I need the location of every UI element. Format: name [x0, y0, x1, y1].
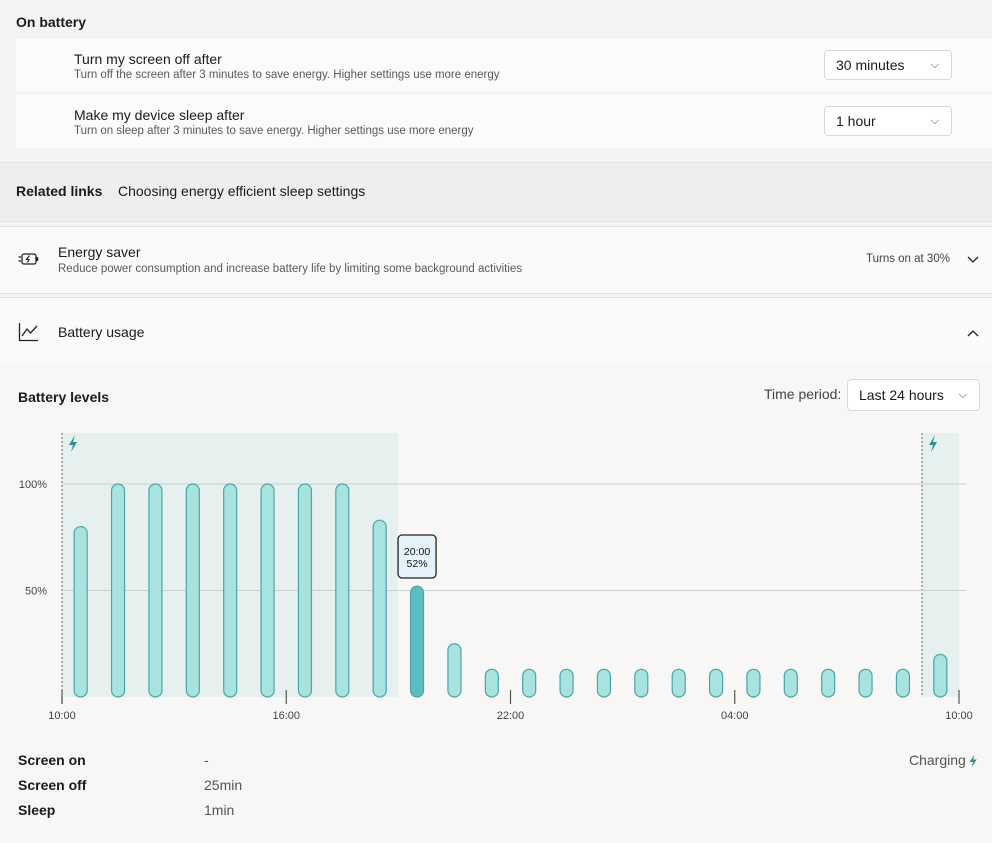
battery-bar [297, 483, 313, 698]
stat-value-screen-off: 25min [204, 777, 243, 793]
x-tick-label: 04:00 [721, 710, 749, 722]
related-links-label: Related links [16, 183, 103, 199]
line-chart-icon [18, 322, 40, 347]
energy-saver-desc: Reduce power consumption and increase ba… [58, 263, 523, 275]
battery-bar [895, 668, 911, 698]
battery-bar [708, 668, 724, 698]
lightning-bolt-icon [929, 435, 937, 452]
battery-bar [260, 483, 275, 698]
battery-bar [821, 668, 836, 698]
battery-bar [559, 668, 574, 698]
chevron-down-icon: ⌵ [958, 389, 967, 401]
lightning-bolt-icon [69, 435, 77, 452]
screen-off-setting: Turn my screen off after Turn off the sc… [16, 39, 992, 92]
y-tick-label: 100% [19, 479, 47, 491]
battery-bar [522, 668, 537, 698]
battery-usage-title: Battery usage [58, 324, 145, 340]
battery-bar [858, 668, 873, 698]
chevron-down-icon: ⌵ [930, 115, 939, 127]
x-tick-label: 22:00 [497, 710, 525, 722]
battery-bar [746, 668, 761, 698]
battery-bar [447, 643, 462, 698]
sleep-desc: Turn on sleep after 3 minutes to save en… [74, 125, 474, 137]
stat-value-screen-on: - [204, 752, 209, 768]
sleep-title: Make my device sleep after [74, 107, 245, 123]
lightning-bolt-icon [968, 754, 978, 773]
x-tick-label: 10:00 [48, 710, 76, 722]
x-tick-label: 10:00 [945, 710, 973, 722]
stat-label-screen-off: Screen off [18, 777, 87, 793]
stat-label-screen-on: Screen on [18, 752, 86, 768]
related-link-energy-sleep[interactable]: Choosing energy efficient sleep settings [118, 183, 366, 199]
battery-levels-panel: Battery levels Time period: Last 24 hour… [0, 365, 992, 843]
battery-levels-title: Battery levels [18, 389, 110, 405]
battery-bar [596, 668, 612, 698]
battery-bar [409, 585, 425, 698]
screen-off-dropdown[interactable]: 30 minutes ⌵ [824, 50, 952, 80]
sleep-value: 1 hour [836, 113, 876, 129]
battery-bar [223, 483, 238, 698]
tooltip-box [397, 534, 437, 579]
chevron-down-icon: ⌵ [930, 59, 939, 71]
battery-bar [185, 483, 200, 698]
time-period-value: Last 24 hours [859, 387, 944, 403]
section-title-on-battery: On battery [16, 14, 87, 30]
charging-region [922, 433, 959, 697]
battery-bar [73, 525, 88, 698]
energy-saver-expander[interactable]: Energy saver Reduce power consumption an… [0, 226, 992, 294]
battery-bar [110, 483, 126, 698]
battery-bar [148, 483, 163, 698]
tooltip-time: 20:00 [404, 546, 430, 558]
chevron-down-icon[interactable] [966, 251, 980, 269]
stat-label-sleep: Sleep [18, 802, 56, 818]
y-tick-label: 50% [25, 586, 47, 598]
sleep-dropdown[interactable]: 1 hour ⌵ [824, 106, 952, 136]
screen-off-value: 30 minutes [836, 57, 905, 73]
energy-saver-icon [18, 251, 40, 272]
related-links: Related links Choosing energy efficient … [0, 162, 992, 222]
battery-bar [372, 519, 387, 698]
screen-off-title: Turn my screen off after [74, 51, 222, 67]
battery-usage-expander[interactable]: Battery usage [0, 297, 992, 366]
energy-saver-title: Energy saver [58, 244, 141, 260]
battery-bar [783, 668, 798, 698]
tooltip-value: 52% [407, 558, 428, 570]
stat-value-sleep: 1min [204, 802, 235, 818]
time-period-dropdown[interactable]: Last 24 hours ⌵ [847, 379, 980, 411]
battery-bar [933, 653, 948, 698]
battery-bar [634, 668, 649, 698]
sleep-setting: Make my device sleep after Turn on sleep… [16, 95, 992, 148]
time-period-label: Time period: [764, 386, 842, 402]
chevron-up-icon[interactable] [966, 326, 980, 344]
battery-bar [484, 668, 499, 698]
x-tick-label: 16:00 [272, 710, 300, 722]
charging-legend-label: Charging [909, 752, 966, 768]
screen-off-desc: Turn off the screen after 3 minutes to s… [74, 69, 500, 81]
energy-saver-status: Turns on at 30% [866, 253, 950, 265]
battery-bar [671, 668, 686, 698]
battery-bar [335, 483, 350, 698]
